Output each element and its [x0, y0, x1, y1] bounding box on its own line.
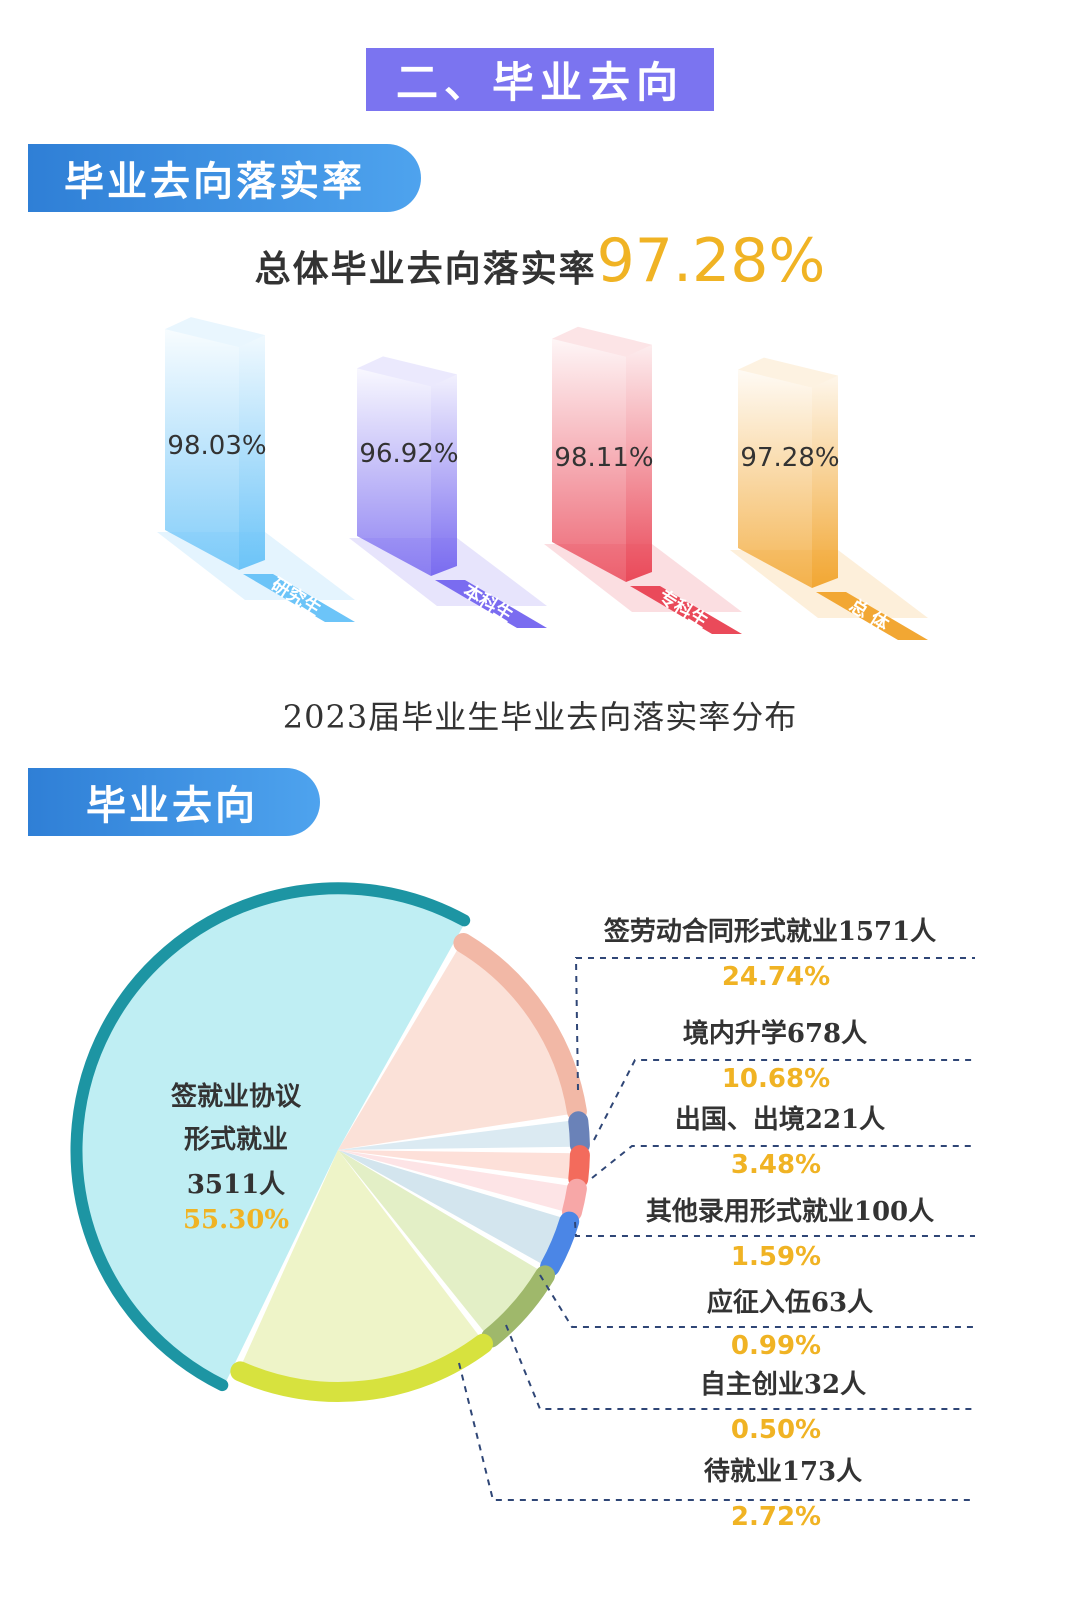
pie-callout-4: 其他录用形式就业100人 1.59%	[574, 1197, 975, 1272]
bar-group-3: 97.28%总 体	[730, 357, 928, 640]
pie-callout-label-2: 境内升学678人	[683, 1018, 867, 1049]
pie-slice-6	[338, 1150, 543, 1336]
pie-slice-2	[338, 1120, 576, 1150]
pie-slice-rim-1	[453, 933, 587, 1122]
bar-chart-caption: 2023届毕业生毕业去向落实率分布	[282, 698, 798, 736]
pie-callout-percent-2: 10.68%	[722, 1064, 830, 1094]
pie-callout-label-1: 签劳动合同形式就业1571人	[604, 916, 936, 947]
bar-side-2	[626, 344, 652, 582]
overall-rate-line: 总体毕业去向落实率97.28%	[0, 226, 1080, 296]
pie-callout-label-7: 待就业173人	[704, 1457, 862, 1487]
pie-callout-percent-5: 0.99%	[731, 1331, 821, 1361]
bar-3	[738, 369, 812, 588]
pie-callout-label-5: 应征入伍63人	[707, 1287, 873, 1318]
pie-callout-percent-6: 0.50%	[731, 1415, 821, 1445]
bar-top-2	[552, 326, 652, 357]
bar-label-plate-2	[630, 586, 742, 634]
pie-slice-5	[338, 1150, 566, 1267]
bar-label-plate-3	[816, 592, 928, 640]
pie-slice-rim-6	[481, 1265, 555, 1348]
bar-0	[165, 329, 239, 570]
pie-main-count: 3511人	[187, 1170, 285, 1200]
pie-slice-3	[338, 1150, 576, 1180]
bar-side-3	[812, 375, 838, 588]
pie-slice-rim-7	[230, 1333, 493, 1403]
pie-callout-percent-4: 1.59%	[731, 1242, 821, 1272]
pie-slice-0	[80, 892, 464, 1383]
bar-value-label-3: 97.28%	[740, 443, 839, 473]
bar-group-0: 98.03%研究生	[157, 317, 355, 622]
pie-callout-7: 待就业173人 2.72%	[458, 1362, 975, 1532]
pie-callout-percent-7: 2.72%	[731, 1502, 821, 1532]
bar-value-label-0: 98.03%	[167, 431, 266, 461]
pie-callout-6: 自主创业32人 0.50%	[505, 1324, 975, 1445]
pie-callout-2: 境内升学678人 10.68%	[593, 1018, 975, 1141]
bar-top-3	[738, 357, 838, 388]
overall-rate-label: 总体毕业去向落实率	[254, 248, 597, 290]
pie-leader-line-4	[574, 1221, 975, 1237]
bar-side-0	[239, 335, 265, 570]
pie-callout-1: 签劳动合同形式就业1571人 24.74%	[574, 916, 975, 1091]
pie-main-label-line2: 形式就业	[184, 1125, 288, 1155]
pie-leader-line-3	[591, 1145, 975, 1179]
pie-callout-3: 出国、出境221人 3.48%	[591, 1104, 975, 1180]
pie-slice-rim-2	[568, 1111, 590, 1155]
pie-callout-percent-1: 24.74%	[722, 962, 830, 992]
pie-leader-line-5	[539, 1274, 975, 1328]
pie-leader-line-2	[593, 1059, 975, 1141]
pie-callout-label-3: 出国、出境221人	[675, 1104, 885, 1135]
section-tab-placement-rate: 毕业去向落实率	[28, 144, 421, 212]
overall-rate-value: 97.28%	[596, 226, 826, 296]
bar-1	[357, 368, 431, 576]
bar-label-plate-1	[435, 580, 547, 628]
pie-slice-rim-4	[562, 1178, 587, 1222]
section-tab-destination: 毕业去向	[28, 768, 320, 836]
pie-main-percent: 55.30%	[183, 1205, 289, 1235]
pie-slice-rim-3	[568, 1145, 590, 1189]
pie-slice-4	[338, 1150, 574, 1213]
bar-label-plate-0	[243, 574, 355, 622]
bar-group-2: 98.11%专科生	[544, 326, 742, 634]
page-title: 二、毕业去向	[366, 48, 714, 111]
pie-slice-7	[240, 1150, 482, 1389]
pie-leader-line-1	[574, 957, 975, 1091]
bar-group-1: 96.92%本科生	[349, 356, 547, 628]
bar-value-label-1: 96.92%	[359, 439, 458, 469]
pie-callout-label-4: 其他录用形式就业100人	[646, 1197, 934, 1227]
bar-top-0	[165, 317, 265, 348]
pie-slice-rim-0	[70, 882, 471, 1392]
pie-callout-5: 应征入伍63人 0.99%	[539, 1274, 975, 1361]
bar-top-1	[357, 356, 457, 387]
pie-main-label-line1: 签就业协议	[171, 1081, 302, 1112]
bar-2	[552, 338, 626, 582]
pie-slice-rim-5	[540, 1211, 580, 1277]
pie-callout-label-6: 自主创业32人	[700, 1369, 866, 1400]
bar-side-1	[431, 374, 457, 576]
pie-callout-percent-3: 3.48%	[731, 1150, 821, 1180]
pie-slices	[70, 882, 590, 1403]
bar-value-label-2: 98.11%	[554, 443, 653, 473]
